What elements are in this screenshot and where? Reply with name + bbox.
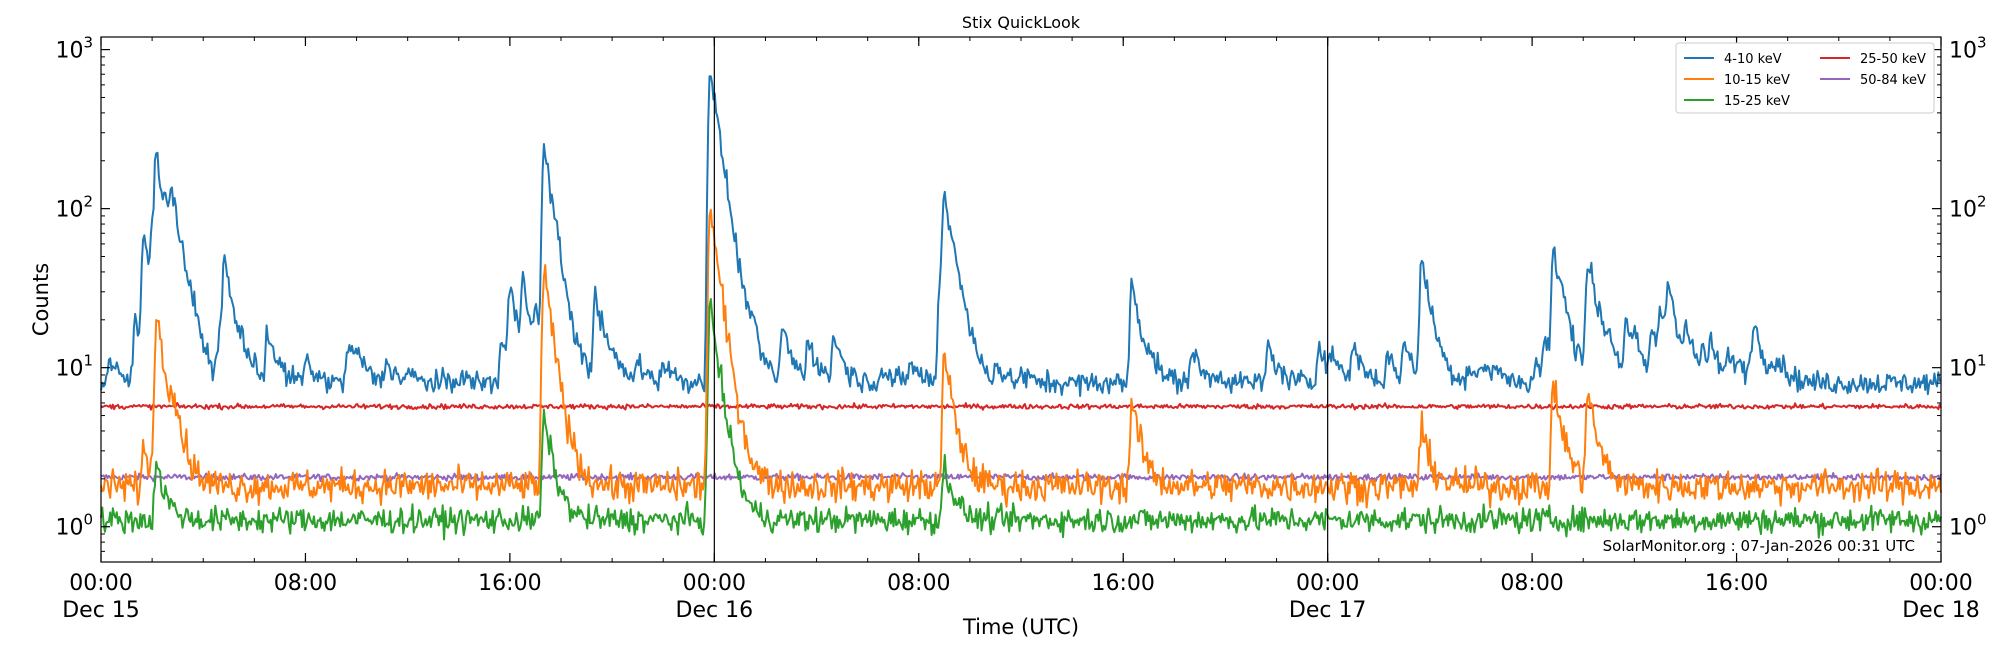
series-layer <box>100 75 1942 541</box>
legend: 4-10 keV 10-15 keV 15-25 keV 25-50 keV 50-84… <box>1675 42 1935 114</box>
x-axis-label: Time (UTC) <box>962 615 1079 639</box>
x-tick-label: 08:00 <box>1500 571 1563 596</box>
chart-title: Stix QuickLook <box>962 13 1081 32</box>
legend-label: 50-84 keV <box>1860 73 1926 88</box>
y-axis-left: 100 101 102 103 <box>55 34 110 563</box>
x-tick-label: 00:00 <box>683 571 746 596</box>
legend-label: 10-15 keV <box>1724 73 1790 88</box>
y-tick-label-right: 101 <box>1949 352 1987 382</box>
x-tick-label: 16:00 <box>478 571 541 596</box>
legend-label: 15-25 keV <box>1724 94 1790 109</box>
x-tick-label: 00:00 <box>1296 571 1359 596</box>
day-boundary-lines <box>713 37 1329 562</box>
y-axis-label: Counts <box>29 263 53 336</box>
series-line-15-25-kev <box>100 298 1942 541</box>
x-tick-label: Dec 18 <box>1902 598 1980 623</box>
series-line-25-50-kev <box>100 402 1942 411</box>
x-tick-label: Dec 17 <box>1289 598 1367 623</box>
x-tick-label: 00:00 <box>69 571 132 596</box>
x-tick-label: 08:00 <box>887 571 950 596</box>
plot-area <box>100 36 1942 563</box>
legend-label: 25-50 keV <box>1860 52 1926 67</box>
x-tick-label: 16:00 <box>1092 571 1155 596</box>
legend-label: 4-10 keV <box>1724 52 1782 67</box>
y-tick-label-right: 100 <box>1949 511 1987 541</box>
y-tick-label: 101 <box>55 352 93 382</box>
y-tick-label: 102 <box>55 193 93 223</box>
y-tick-label-right: 103 <box>1949 34 1987 64</box>
y-tick-label: 100 <box>55 511 93 541</box>
x-tick-label: 08:00 <box>274 571 337 596</box>
series-line-10-15-kev <box>100 208 1942 509</box>
legend-box <box>1675 42 1935 114</box>
x-tick-label: Dec 16 <box>676 598 754 623</box>
series-line-4-10-kev <box>100 75 1942 398</box>
y-tick-label: 103 <box>55 34 93 64</box>
x-tick-label: 16:00 <box>1705 571 1768 596</box>
x-tick-label: 00:00 <box>1909 571 1972 596</box>
y-tick-label-right: 102 <box>1949 193 1987 223</box>
y-axis-right: 100 101 102 103 <box>1932 34 1987 563</box>
credit-annotation: SolarMonitor.org : 07-Jan-2026 00:31 UTC <box>1603 537 1915 555</box>
x-tick-label: Dec 15 <box>62 598 140 623</box>
